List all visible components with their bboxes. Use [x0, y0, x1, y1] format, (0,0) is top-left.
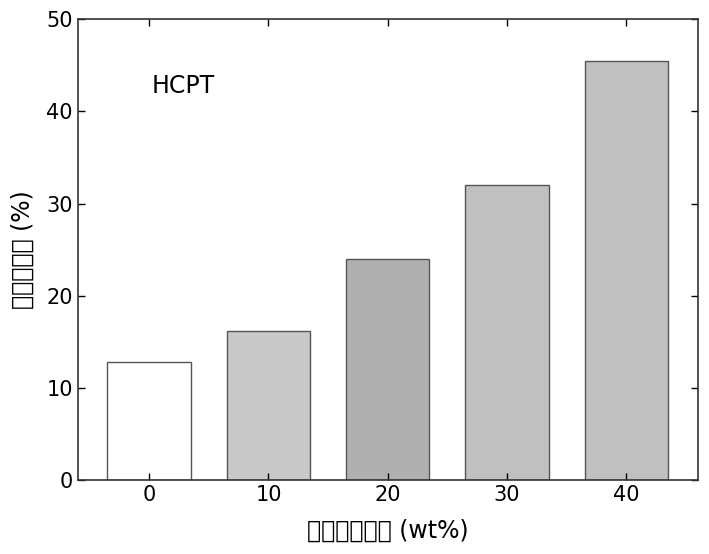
Bar [346, 259, 430, 480]
Text: HCPT: HCPT [152, 74, 216, 99]
Bar [465, 185, 549, 480]
Bar [584, 60, 668, 480]
Bar [227, 331, 311, 480]
Bar [107, 362, 191, 480]
X-axis label: 聚乙二醇浓度 (wt%): 聚乙二醇浓度 (wt%) [307, 519, 469, 543]
Y-axis label: 活性闭环率 (%): 活性闭环率 (%) [11, 190, 35, 309]
